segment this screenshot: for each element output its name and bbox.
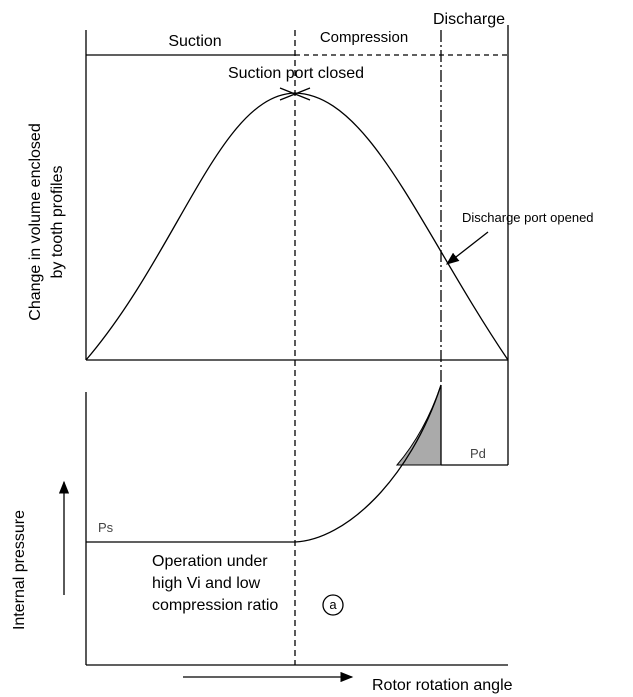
pd-label: Pd [470,446,486,461]
phase-label: Suction [168,33,221,50]
annotation: compression ratio [152,597,278,614]
ps-label: Ps [98,520,114,535]
phase-label: Discharge [433,11,505,28]
volume-curve [85,92,509,361]
marker-label: a [329,597,337,612]
over-compression-area [395,384,442,466]
phase-label: Compression [320,29,408,46]
annotation: Suction port closed [228,65,364,82]
annotation: Discharge port opened [462,210,594,225]
marker-circle [322,594,344,616]
annotation: Operation under [152,553,268,570]
arrow [445,231,489,265]
axis-label: Rotor rotation angle [372,677,513,694]
annotation: high Vi and low [152,575,261,592]
cross [279,87,311,101]
axis-label: Internal pressure [11,510,28,630]
pressure-curve [294,384,442,543]
axis-label: by tooth profiles [49,166,66,279]
axis-label: Change in volume enclosed [27,123,44,320]
